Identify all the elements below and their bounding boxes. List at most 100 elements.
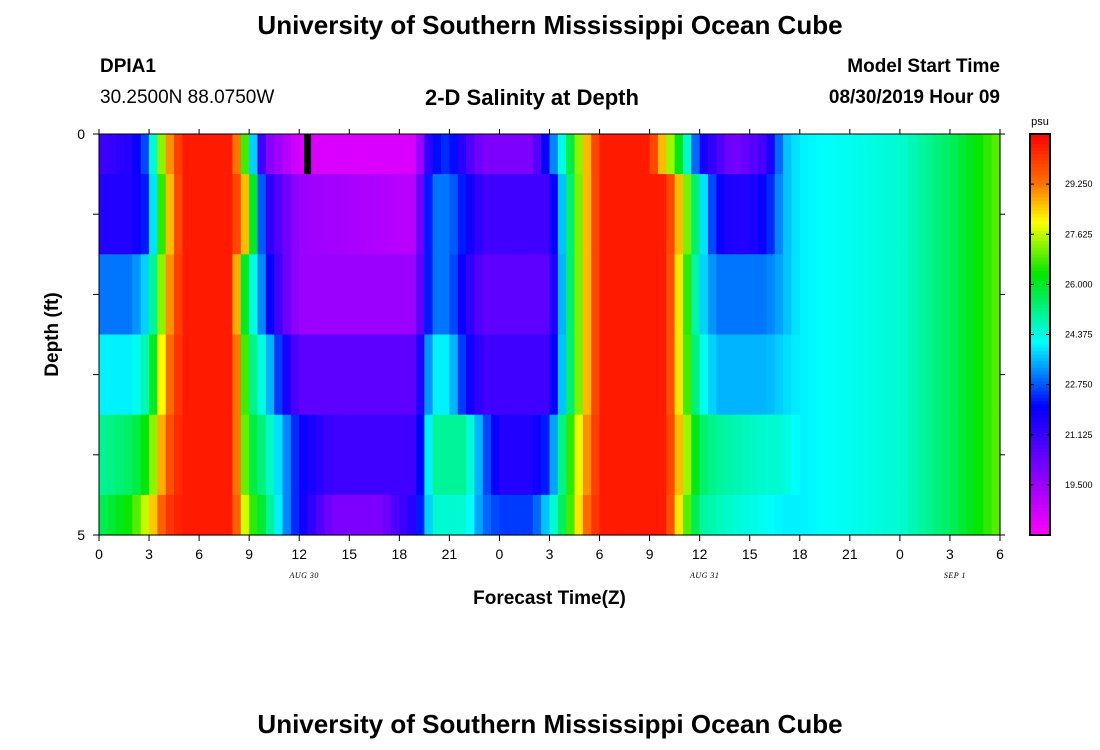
- plot-title: 2-D Salinity at Depth: [425, 85, 639, 110]
- heatmap-cell: [774, 494, 784, 536]
- heatmap-cell: [724, 174, 734, 255]
- heatmap-cell: [924, 334, 934, 416]
- heatmap-cell: [883, 414, 893, 496]
- heatmap-cell: [524, 254, 534, 336]
- heatmap-cell: [240, 134, 250, 175]
- heatmap-cell: [891, 494, 901, 536]
- heatmap-cell: [808, 334, 818, 416]
- heatmap-cell: [766, 174, 776, 255]
- heatmap-cell: [349, 174, 359, 255]
- colorbar-swatch: [1030, 504, 1050, 509]
- heatmap-cell: [966, 174, 976, 255]
- colorbar-swatch: [1030, 291, 1050, 295]
- heatmap-cell: [99, 494, 108, 536]
- heatmap-cell: [407, 254, 417, 336]
- heatmap-cell: [574, 254, 584, 336]
- colorbar-swatch: [1030, 297, 1050, 302]
- colorbar-swatch: [1030, 197, 1050, 202]
- heatmap-cell: [632, 174, 642, 255]
- x-tick-label: 9: [245, 546, 253, 562]
- heatmap-cell: [941, 134, 951, 175]
- heatmap-cell: [449, 414, 459, 496]
- heatmap-cell: [182, 134, 192, 175]
- heatmap-cell: [532, 134, 542, 175]
- heatmap-cell: [858, 334, 868, 416]
- heatmap-cell: [599, 134, 609, 175]
- colorbar-swatch: [1030, 331, 1050, 336]
- heatmap-cell: [641, 254, 651, 336]
- heatmap-cell: [349, 494, 359, 536]
- heatmap-cell: [399, 334, 409, 416]
- heatmap-cell: [824, 174, 834, 255]
- heatmap-cell: [808, 414, 818, 496]
- heatmap-cell: [140, 334, 150, 416]
- heatmap-cell: [824, 134, 834, 175]
- colorbar-swatch: [1030, 237, 1050, 242]
- colorbar-swatch: [1030, 501, 1050, 506]
- heatmap-cell: [282, 174, 292, 255]
- heatmap-cell: [549, 174, 559, 255]
- heatmap-cell: [340, 254, 350, 336]
- heatmap-cell: [232, 254, 242, 336]
- y-tick-label: 5: [77, 527, 85, 543]
- heatmap-cell: [482, 134, 492, 175]
- colorbar-swatch: [1030, 458, 1050, 463]
- heatmap-cell: [374, 414, 384, 496]
- heatmap-cell: [240, 494, 250, 536]
- colorbar-swatch: [1030, 367, 1050, 372]
- heatmap-cell: [532, 254, 542, 336]
- heatmap-cell: [791, 254, 801, 336]
- colorbar-swatch: [1030, 411, 1050, 416]
- heatmap-cell: [824, 494, 834, 536]
- heatmap-cell: [949, 334, 959, 416]
- heatmap-cell: [674, 414, 684, 496]
- heatmap-cell: [99, 414, 108, 496]
- heatmap-cell: [157, 494, 167, 536]
- heatmap-cell: [240, 334, 250, 416]
- colorbar-swatch: [1030, 448, 1050, 453]
- heatmap-cell: [349, 134, 359, 175]
- heatmap-cell: [858, 174, 868, 255]
- colorbar: 29.250 27.625 26.000 24.375 22.750 21.125 19.5…: [1029, 133, 1093, 536]
- heatmap-cell: [949, 414, 959, 496]
- heatmap-cell: [107, 414, 117, 496]
- heatmap-cell: [983, 254, 993, 336]
- colorbar-swatch: [1030, 337, 1050, 342]
- station-coordinates: 30.2500N 88.0750W: [100, 87, 275, 108]
- heatmap-cell: [607, 494, 617, 536]
- colorbar-swatch: [1030, 164, 1050, 169]
- heatmap-cell: [716, 494, 726, 536]
- heatmap-cell: [174, 494, 184, 536]
- heatmap-cell: [758, 414, 767, 496]
- heatmap-cell: [783, 174, 793, 255]
- heatmap-cell: [349, 254, 359, 336]
- heatmap-cell: [532, 174, 542, 255]
- colorbar-swatch: [1030, 387, 1050, 392]
- heatmap-cell: [399, 414, 409, 496]
- colorbar-swatch: [1030, 334, 1050, 339]
- heatmap-cell: [265, 134, 275, 175]
- heatmap-cell: [491, 134, 501, 175]
- colorbar-swatch: [1030, 200, 1050, 205]
- heatmap-cell: [908, 334, 918, 416]
- heatmap-cell: [474, 134, 484, 175]
- heatmap-cell: [382, 254, 392, 336]
- heatmap-cell: [516, 334, 526, 416]
- colorbar-swatch: [1030, 304, 1050, 309]
- heatmap-cell: [215, 494, 225, 536]
- heatmap-cell: [224, 254, 234, 336]
- heatmap-cell: [874, 254, 884, 336]
- heatmap-cell: [207, 174, 217, 255]
- heatmap-cell: [349, 334, 359, 416]
- heatmap-cell: [791, 174, 801, 255]
- heatmap-cell: [399, 174, 409, 255]
- colorbar-swatch: [1030, 321, 1050, 326]
- heatmap-cell: [749, 134, 759, 175]
- heatmap-cell: [566, 174, 576, 255]
- heatmap-cell: [466, 174, 476, 255]
- heatmap-cell: [482, 494, 492, 536]
- heatmap-cell: [974, 174, 984, 255]
- heatmap-cell: [190, 134, 200, 175]
- colorbar-swatch: [1030, 177, 1050, 182]
- heatmap-cell: [441, 174, 450, 255]
